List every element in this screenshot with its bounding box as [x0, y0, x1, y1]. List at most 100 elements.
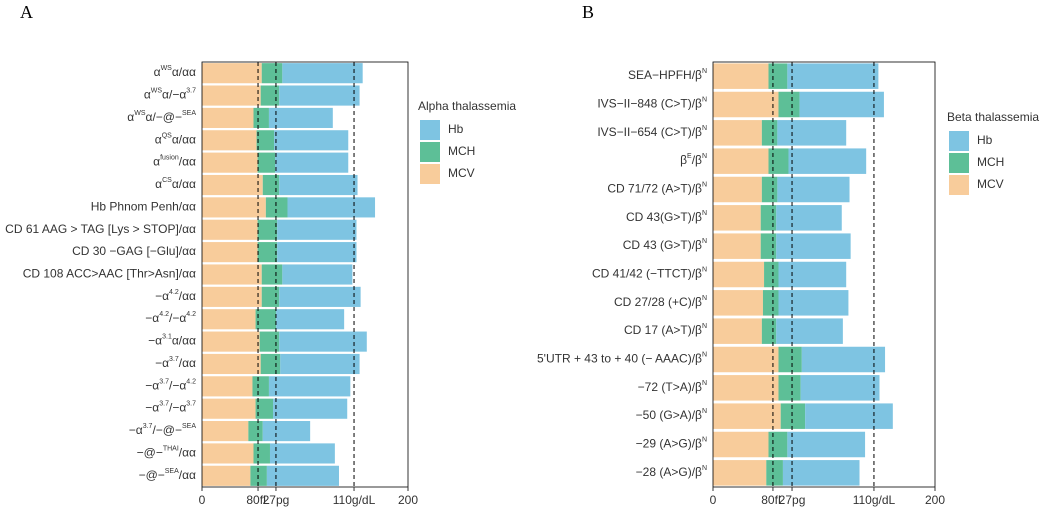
bar-segment	[266, 465, 339, 486]
y-tick-label: −α4.2/αα	[155, 289, 196, 303]
label-part: α	[144, 88, 151, 102]
superscript: N	[702, 295, 707, 302]
x-tick-label: 200	[398, 493, 418, 507]
label-part: /−α	[169, 379, 186, 393]
label-part: /αα	[179, 468, 196, 482]
bar-segment	[713, 460, 767, 486]
bar-segment	[761, 318, 777, 344]
bar-segment	[202, 286, 262, 307]
superscript: N	[702, 465, 707, 472]
bar-segment	[777, 120, 847, 146]
label-part: /αα	[179, 155, 196, 169]
y-tick-label: −@−THAI/αα	[137, 445, 196, 459]
bar-segment	[202, 130, 257, 151]
y-tick-label: −28 (A>G)/βN	[636, 465, 707, 479]
label-part: /−α	[169, 311, 186, 325]
bar-segment	[805, 403, 893, 429]
label-part: −29 (A>G)/β	[636, 437, 702, 451]
y-tick-label: IVS−II−654 (C>T)/βN	[597, 125, 707, 139]
legend-label: MCV	[977, 177, 1004, 191]
bar-segment	[257, 219, 278, 240]
bar-segment	[276, 309, 345, 330]
bar-segment	[274, 130, 349, 151]
bar-segment	[202, 242, 258, 263]
superscript: QS	[162, 132, 172, 139]
superscript: fusion	[160, 155, 179, 162]
bar-segment	[262, 421, 311, 442]
bar-segment	[800, 375, 880, 401]
superscript: 3.7	[159, 378, 169, 385]
bar-segment	[202, 331, 260, 352]
superscript: N	[702, 351, 707, 358]
label-part: CD 17 (A>T)/β	[624, 323, 702, 337]
bar-segment	[250, 465, 267, 486]
bar-segment	[202, 421, 249, 442]
legend-label: MCH	[977, 155, 1004, 169]
legend-label: MCV	[448, 166, 475, 180]
superscript: 3.7	[169, 356, 179, 363]
bar-segment	[801, 346, 886, 373]
y-tick-label: CD 41/42 (−TTCT)/βN	[592, 266, 707, 280]
panel-label: A	[20, 2, 33, 22]
label-part: α/−@−	[146, 110, 182, 124]
superscript: N	[702, 125, 707, 132]
superscript: CS	[162, 177, 172, 184]
bar-segment	[768, 63, 788, 89]
bar-segment	[287, 197, 376, 218]
label-part: /β	[692, 153, 702, 167]
plot-frame	[201, 61, 409, 488]
bar-segment	[776, 233, 851, 259]
bar-segment	[202, 197, 266, 218]
bar-segment	[713, 261, 765, 288]
bar-segment	[761, 120, 778, 146]
superscript: N	[702, 238, 707, 245]
bar-segment	[279, 174, 358, 196]
bar-segment	[202, 443, 254, 464]
y-tick-label: −α3.7/−α4.2	[145, 378, 196, 392]
y-tick-label: IVS−II−848 (C>T)/βN	[597, 96, 707, 110]
x-tick-label: 27pg	[263, 493, 290, 507]
label-part: /−@−	[152, 423, 182, 437]
bar-segment	[778, 346, 802, 373]
label-part: α	[154, 65, 161, 79]
bar-segment	[713, 318, 762, 344]
x-tick-label: 80fL	[761, 493, 785, 507]
legend-title: Beta thalassemia	[947, 110, 1039, 124]
bar-segment	[202, 264, 262, 285]
label-part: /αα	[179, 356, 196, 370]
bar-segment	[778, 91, 800, 118]
label-part: −α	[145, 379, 159, 393]
bar-segment	[279, 85, 360, 106]
label-part: α/αα	[172, 132, 196, 146]
bar-segment	[713, 431, 769, 458]
superscript: 3.7	[186, 87, 196, 94]
bar-segment	[799, 91, 884, 118]
bar-segment	[280, 353, 360, 375]
bar-segment	[202, 353, 261, 375]
bar-segment	[261, 286, 280, 307]
superscript: N	[702, 266, 707, 273]
label-part: CD 43 (G>T)/β	[623, 238, 702, 252]
superscript: N	[702, 153, 707, 160]
bar-segment	[279, 286, 361, 307]
y-tick-label: −α3.1α/αα	[148, 333, 196, 347]
label-part: /−α	[169, 401, 186, 415]
bar-segment	[761, 176, 778, 203]
plot-frame	[712, 61, 936, 488]
bar-segment	[787, 431, 866, 458]
x-tick-label: 80fL	[246, 493, 270, 507]
bar-segment	[778, 261, 847, 288]
legend-swatch	[420, 120, 440, 140]
bar-segment	[713, 403, 781, 429]
bar-segment	[268, 107, 333, 128]
bar-segment	[269, 443, 335, 464]
bar-segment	[261, 63, 283, 84]
bar-segment	[282, 63, 363, 84]
legend-swatch	[949, 175, 969, 195]
legend-label: Hb	[448, 122, 464, 136]
bar-segment	[262, 174, 280, 196]
y-tick-label: αCSα/αα	[155, 177, 196, 191]
bar-segment	[202, 219, 258, 240]
y-tick-label: CD 108 ACC>AAC [Thr>Asn]/αα	[23, 267, 196, 281]
label-part: CD 71/72 (A>T)/β	[607, 182, 702, 196]
